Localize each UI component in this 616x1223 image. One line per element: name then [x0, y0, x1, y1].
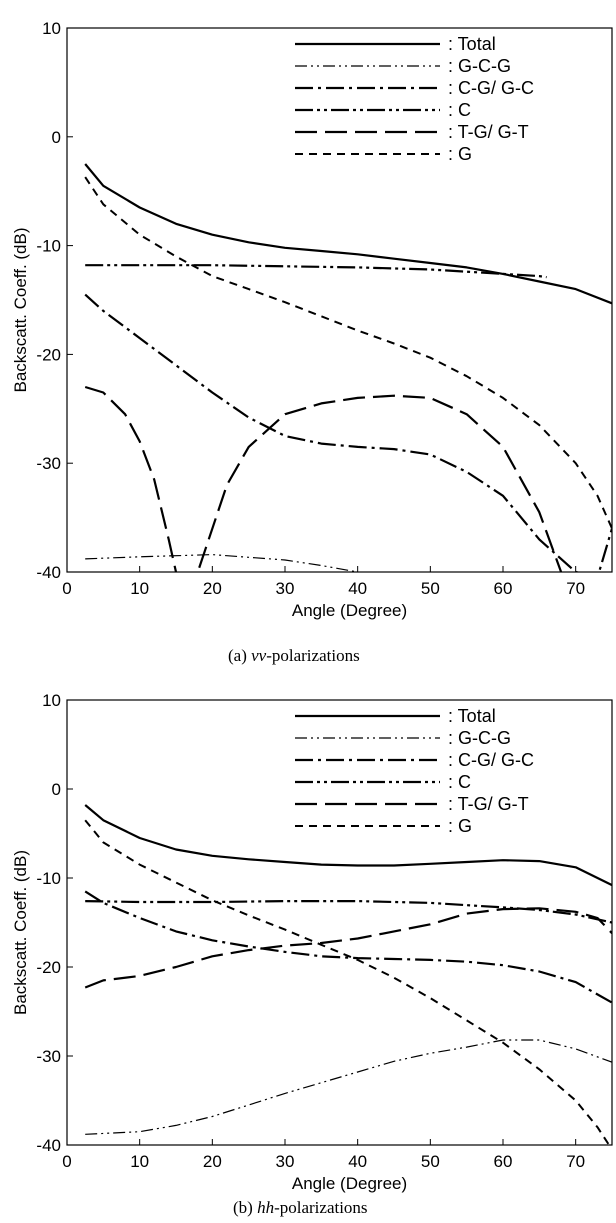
chart-b-caption-label: (b) — [233, 1198, 257, 1217]
chart-a-legend-label: : T-G/ G-T — [448, 122, 529, 142]
chart-a-xtick-label: 30 — [276, 579, 295, 598]
chart-a-caption-suffix: -polarizations — [266, 646, 359, 665]
chart-a-xtick-label: 50 — [421, 579, 440, 598]
chart-a-group: 0 10 20 30 40 50 60 70 10 0 -10 -20 -30 -40 Angle (Deg… — [11, 19, 613, 665]
chart-a-legend-label: : C-G/ G-C — [448, 78, 534, 98]
chart-a-ytick-label: 0 — [52, 128, 61, 147]
chart-a-legend-label: : C — [448, 100, 471, 120]
chart-a-xtick-label: 40 — [348, 579, 367, 598]
chart-b-plot-frame — [66, 699, 613, 1146]
chart-b-xtick-label: 0 — [62, 1152, 71, 1171]
chart-b-x-axis-label: Angle (Degree) — [292, 1174, 407, 1193]
chart-b-ytick-label: -10 — [36, 869, 61, 888]
chart-a-caption-label: (a) — [228, 646, 251, 665]
chart-b-xtick-label: 30 — [276, 1152, 295, 1171]
chart-b-legend-label: : T-G/ G-T — [448, 794, 529, 814]
chart-a-xtick-label: 60 — [494, 579, 513, 598]
chart-b-series-c-g-g-c-line — [84, 890, 612, 1004]
chart-b-series-g-line — [84, 819, 611, 1145]
chart-a-legend-label: : G-C-G — [448, 56, 511, 76]
chart-b-ytick-label: 10 — [42, 691, 61, 710]
chart-b-xtick-label: 50 — [421, 1152, 440, 1171]
chart-a-x-axis-label: Angle (Degree) — [292, 601, 407, 620]
chart-b-xtick-label: 60 — [494, 1152, 513, 1171]
chart-b-ytick-label: -40 — [36, 1136, 61, 1155]
chart-a-ytick-label: -40 — [36, 563, 61, 582]
chart-b-series-total-line — [84, 804, 612, 887]
chart-a-caption: (a) vv-polarizations — [228, 646, 360, 665]
chart-a-ytick-label: -10 — [36, 237, 61, 256]
chart-b-legend-label: : G-C-G — [448, 728, 511, 748]
chart-b-y-axis-label: Backscatt. Coeff. (dB) — [11, 850, 30, 1015]
chart-b-legend-label: : C — [448, 772, 471, 792]
chart-b-ytick-label: 0 — [52, 780, 61, 799]
chart-a-series-g-line — [84, 176, 612, 529]
chart-b-group: 0 10 20 30 40 50 60 70 10 0 -10 -20 -30 -40 Angle (Deg… — [11, 691, 613, 1217]
chart-b-ytick-label: -20 — [36, 958, 61, 977]
chart-a-ytick-label: 10 — [42, 19, 61, 38]
chart-a-plot-frame — [66, 27, 613, 573]
chart-a-caption-polarization: vv — [251, 646, 267, 665]
chart-a-series-g-c-g-line — [85, 553, 358, 572]
chart-a-ytick-label: -20 — [36, 345, 61, 364]
chart-a-xtick-label: 10 — [130, 579, 149, 598]
chart-a-series-c-line — [85, 264, 547, 279]
chart-b-xtick-label: 20 — [203, 1152, 222, 1171]
chart-a-series-total-line — [84, 163, 612, 305]
chart-b-series-g-c-g-line — [85, 1039, 612, 1135]
chart-a-legend-label: : G — [448, 144, 472, 164]
chart-b-caption-suffix: -polarizations — [274, 1198, 367, 1217]
chart-b-legend-label: : Total — [448, 706, 496, 726]
chart-b-legend-label: : G — [448, 816, 472, 836]
chart-a-xtick-label: 70 — [566, 579, 585, 598]
chart-b-caption-polarization: hh — [257, 1198, 274, 1217]
chart-a-series-c-g-g-c-line — [84, 293, 612, 572]
chart-a-y-axis-label: Backscatt. Coeff. (dB) — [11, 227, 30, 392]
chart-a-legend-label: : Total — [448, 34, 496, 54]
chart-a-series-t-g-g-t-line — [84, 385, 563, 572]
chart-b-series-c-line — [85, 899, 612, 924]
chart-a-xtick-label: 0 — [62, 579, 71, 598]
chart-b-ytick-label: -30 — [36, 1047, 61, 1066]
chart-b-caption: (b) hh-polarizations — [233, 1198, 368, 1217]
chart-b-xtick-label: 10 — [130, 1152, 149, 1171]
chart-b-xtick-label: 40 — [348, 1152, 367, 1171]
chart-b-legend-label: : C-G/ G-C — [448, 750, 534, 770]
chart-b-series-t-g-g-t-line — [84, 907, 612, 989]
chart-a-ytick-label: -30 — [36, 454, 61, 473]
chart-b-xtick-label: 70 — [566, 1152, 585, 1171]
chart-a-xtick-label: 20 — [203, 579, 222, 598]
